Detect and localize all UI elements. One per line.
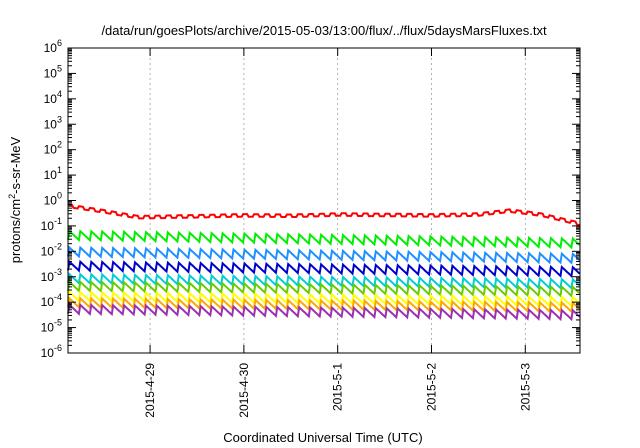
y-tick-label: 10-1 (41, 216, 62, 233)
y-tick-label: 10-2 (41, 241, 62, 258)
y-tick-label: 106 (44, 38, 62, 55)
series-line-5 (67, 279, 581, 298)
series-line-3 (67, 259, 581, 279)
chart-title: /data/run/goesPlots/archive/2015-05-03/1… (101, 23, 547, 38)
series-line-2 (67, 245, 581, 265)
x-tick-label: 2015-4-29 (143, 363, 157, 418)
y-tick-label: 10-6 (41, 343, 62, 360)
y-tick-label: 104 (44, 89, 62, 106)
series-line-1 (67, 228, 581, 250)
x-tick-label: 2015-5-1 (331, 363, 345, 411)
y-tick-label: 10-4 (41, 292, 62, 309)
x-axis: 2015-4-29 2015-4-30 2015-5-1 2015-5-2 2015-5… (143, 48, 532, 418)
x-tick-label: 2015-4-30 (237, 363, 251, 418)
series-line-0 (67, 203, 580, 227)
y-tick-label: 100 (44, 191, 62, 208)
x-axis-label: Coordinated Universal Time (UTC) (223, 430, 422, 445)
y-axis-label: protons/cm2-s-sr-MeV (7, 136, 23, 263)
series-line-4 (67, 272, 581, 291)
x-tick-label: 2015-5-2 (424, 363, 438, 411)
y-axis: 10-6 10-5 10-4 10-3 10-2 10-1 100 101 102 103 104 1… (41, 38, 580, 360)
y-tick-label: 10-3 (41, 267, 62, 284)
y-tick-label: 101 (44, 165, 62, 182)
series-line-8 (67, 302, 581, 322)
series-group (67, 203, 581, 322)
y-tick-label: 10-5 (41, 318, 62, 335)
y-tick-label: 102 (44, 140, 62, 157)
series-line-6 (67, 289, 581, 308)
x-tick-label: 2015-5-3 (518, 363, 532, 411)
series-line-7 (67, 296, 581, 314)
y-tick-label: 103 (44, 114, 62, 131)
y-tick-label: 105 (44, 63, 62, 80)
grid-lines (149, 48, 526, 353)
